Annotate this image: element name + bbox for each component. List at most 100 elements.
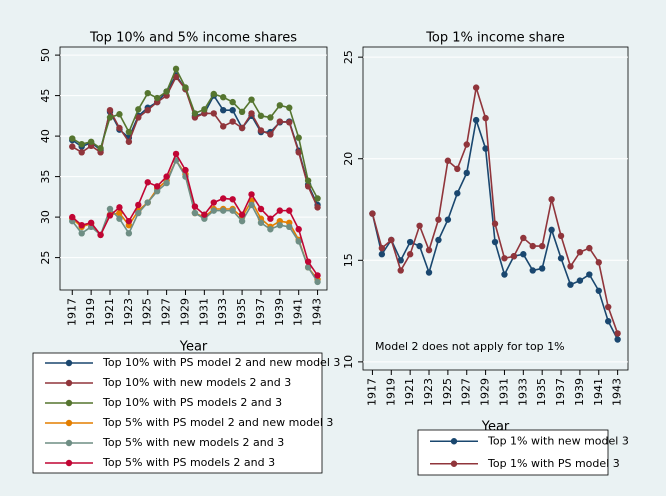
point: [586, 244, 593, 252]
point: [314, 204, 321, 211]
x-tick-label: 1935: [535, 378, 548, 406]
x-tick-label: 1941: [592, 378, 605, 406]
point: [416, 242, 423, 250]
point: [220, 195, 227, 202]
point: [304, 177, 312, 184]
point: [614, 336, 621, 343]
legend-marker: [65, 399, 73, 407]
point: [125, 128, 133, 136]
y-tick-label: 45: [39, 89, 52, 103]
point: [238, 124, 246, 132]
point: [163, 179, 170, 187]
x-tick-label: 1919: [84, 298, 97, 326]
point: [501, 271, 508, 278]
x-tick-label: 1925: [441, 378, 454, 406]
point: [276, 102, 284, 109]
point: [267, 131, 274, 138]
point: [369, 210, 376, 217]
point: [388, 236, 395, 244]
point: [444, 216, 452, 223]
legend-marker: [65, 459, 73, 467]
y-tick-label: 25: [342, 50, 355, 64]
point: [191, 110, 199, 117]
point: [463, 141, 470, 148]
point: [267, 226, 274, 233]
legend-marker: [65, 359, 73, 367]
point: [295, 238, 302, 245]
point: [229, 207, 236, 214]
point: [276, 207, 284, 214]
point: [182, 84, 189, 91]
point: [604, 318, 612, 325]
point: [378, 244, 386, 252]
y-tick-label: 35: [39, 170, 52, 184]
point: [238, 108, 246, 116]
point: [576, 248, 584, 256]
legend-label: Top 5% with new models 2 and 3: [102, 436, 284, 449]
x-tick-label: 1927: [460, 378, 473, 406]
point: [182, 166, 189, 174]
point: [220, 123, 227, 130]
x-tick-label: 1937: [254, 298, 267, 326]
point: [172, 73, 180, 81]
point: [538, 242, 546, 250]
x-tick-label: 1931: [497, 378, 510, 406]
point: [135, 106, 142, 113]
point: [304, 264, 312, 271]
point: [210, 90, 217, 98]
point: [106, 205, 114, 213]
point: [295, 134, 302, 141]
x-tick-label: 1929: [178, 298, 191, 326]
point: [454, 190, 461, 197]
point: [210, 207, 217, 214]
point: [397, 267, 404, 274]
x-tick-label: 1939: [273, 298, 286, 326]
point: [538, 265, 546, 272]
point: [257, 219, 265, 226]
x-tick-label: 1939: [573, 378, 586, 406]
point: [276, 118, 284, 125]
point: [557, 232, 565, 240]
point: [548, 226, 555, 234]
legend-marker: [450, 438, 458, 445]
point: [97, 145, 104, 152]
point: [125, 217, 133, 225]
y-tick-label: 30: [39, 210, 52, 224]
point: [557, 255, 565, 262]
point: [116, 204, 123, 211]
chart-title: Top 1% income share: [425, 31, 565, 46]
point: [210, 110, 217, 117]
point: [248, 110, 255, 117]
point: [229, 118, 236, 125]
point: [463, 169, 470, 177]
point: [248, 96, 255, 103]
point: [397, 257, 404, 264]
x-tick-label: 1917: [365, 378, 378, 406]
point: [567, 281, 574, 288]
point: [163, 173, 170, 180]
point: [267, 215, 274, 222]
point: [78, 222, 85, 229]
point: [191, 209, 199, 217]
point: [529, 242, 536, 250]
point: [529, 267, 536, 274]
point: [116, 209, 123, 217]
point: [595, 287, 602, 294]
point: [144, 179, 151, 186]
point: [238, 211, 246, 218]
annotation: Model 2 does not apply for top 1%: [375, 340, 565, 353]
point: [201, 106, 208, 113]
point: [135, 114, 142, 121]
point: [567, 263, 574, 270]
point: [220, 207, 227, 214]
point: [144, 106, 151, 114]
legend-label: Top 10% with PS model 2 and new model 3: [102, 356, 340, 369]
point: [491, 220, 499, 227]
point: [248, 201, 255, 209]
point: [491, 238, 499, 246]
x-axis-label: Year: [179, 340, 208, 355]
point: [135, 209, 142, 217]
point: [172, 65, 180, 73]
point: [69, 143, 76, 150]
point: [314, 278, 321, 286]
